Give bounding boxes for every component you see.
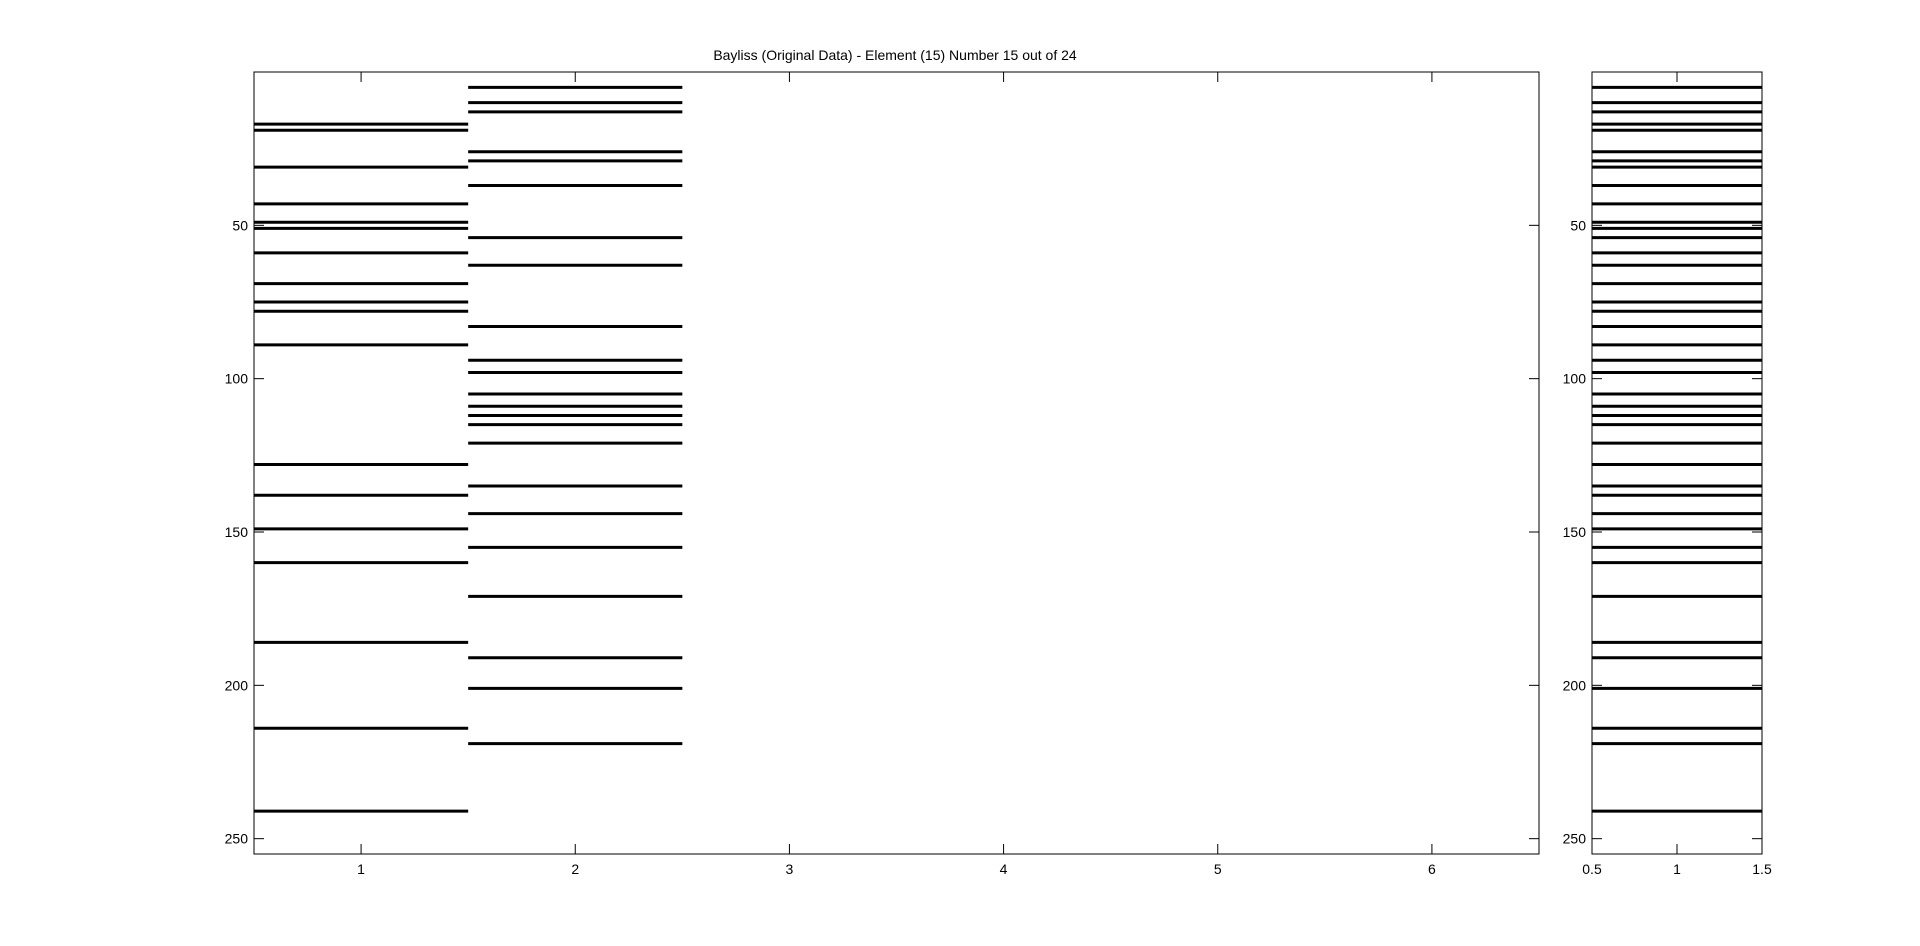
x-tick-label: 1.5 bbox=[1752, 861, 1772, 877]
y-tick-label: 250 bbox=[1563, 831, 1587, 847]
x-tick-label: 1 bbox=[357, 861, 365, 877]
main-axes-frame bbox=[253, 71, 1540, 855]
summary-event-raster: 0.5 1 1.5 50 100 150 200 250 bbox=[1563, 71, 1772, 877]
x-tick-label: 5 bbox=[1214, 861, 1222, 877]
y-tick-label: 200 bbox=[225, 677, 249, 693]
y-tick-label: 200 bbox=[1563, 677, 1587, 693]
chart-title: Bayliss (Original Data) - Element (15) N… bbox=[713, 47, 1077, 63]
y-tick-label: 50 bbox=[232, 217, 248, 233]
x-tick-label: 4 bbox=[1000, 861, 1008, 877]
y-tick-label: 100 bbox=[1563, 371, 1587, 387]
y-tick-label: 250 bbox=[225, 831, 249, 847]
y-tick-label: 100 bbox=[225, 371, 249, 387]
x-tick-label: 6 bbox=[1428, 861, 1436, 877]
x-tick-label: 0.5 bbox=[1582, 861, 1602, 877]
main-event-raster: 1 2 3 4 5 6 50 100 150 200 250 bbox=[225, 71, 1540, 877]
y-tick-label: 150 bbox=[225, 524, 249, 540]
y-tick-label: 50 bbox=[1570, 217, 1586, 233]
x-tick-label: 3 bbox=[786, 861, 794, 877]
summary-axes-frame bbox=[1591, 71, 1763, 855]
y-tick-label: 150 bbox=[1563, 524, 1587, 540]
x-tick-label: 1 bbox=[1673, 861, 1681, 877]
x-tick-label: 2 bbox=[571, 861, 579, 877]
